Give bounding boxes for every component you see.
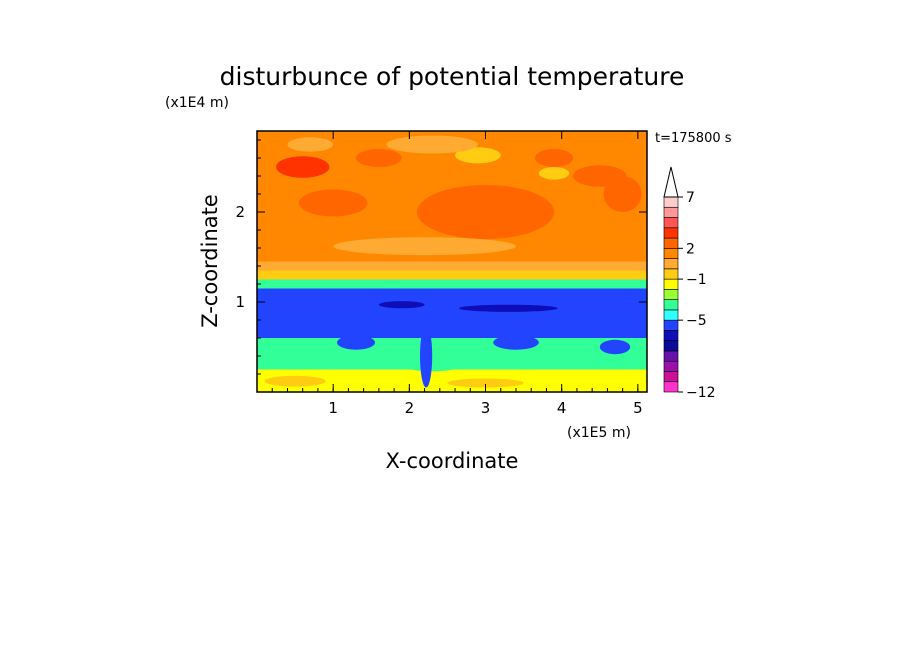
colorbar-swatch bbox=[663, 278, 679, 290]
x-tick-label: 2 bbox=[405, 399, 415, 417]
contour-patch bbox=[287, 137, 334, 152]
contour-patch bbox=[493, 335, 539, 350]
x-axis-label: X-coordinate bbox=[386, 449, 519, 473]
contour-patch bbox=[599, 339, 631, 355]
x-tick-label: 3 bbox=[481, 399, 491, 417]
contour-patch bbox=[455, 147, 501, 164]
contour-band bbox=[257, 369, 647, 392]
contour-patch bbox=[386, 135, 478, 154]
contour-patch bbox=[264, 375, 326, 387]
colorbar: 7 2 −1 −5 −12 bbox=[663, 166, 716, 401]
chart-title: disturbunce of potential temperature bbox=[220, 62, 685, 91]
contour-band bbox=[257, 288, 647, 338]
contour-patch bbox=[276, 156, 330, 178]
colorbar-swatch bbox=[663, 381, 679, 393]
contour-patch bbox=[336, 335, 376, 350]
colorbar-swatch bbox=[663, 319, 679, 331]
x-tick-label: 5 bbox=[633, 399, 643, 417]
contour-band bbox=[257, 270, 647, 280]
contour-patch bbox=[538, 167, 570, 180]
y-tick-label: 1 bbox=[235, 293, 245, 311]
colorbar-swatch bbox=[663, 289, 679, 300]
plot-frame bbox=[256, 130, 648, 393]
colorbar-swatch bbox=[663, 309, 679, 321]
x-tick-label: 1 bbox=[328, 399, 338, 417]
colorbar-swatch bbox=[663, 217, 679, 229]
contour-patch bbox=[458, 304, 558, 312]
colorbar-swatch bbox=[663, 196, 679, 208]
colorbar-swatch bbox=[663, 350, 679, 362]
colorbar-tick-label: 7 bbox=[686, 190, 695, 206]
contour-patch bbox=[394, 349, 471, 372]
contour-band bbox=[257, 279, 647, 289]
contour-patch bbox=[535, 347, 604, 365]
colorbar-tick-label: 2 bbox=[686, 241, 695, 257]
colorbar-tick-label: −12 bbox=[686, 385, 716, 401]
contour-patch bbox=[378, 301, 425, 309]
contour-patch bbox=[535, 149, 574, 167]
y-tick-label: 2 bbox=[235, 203, 245, 221]
colorbar-tick-label: −5 bbox=[686, 313, 707, 329]
y-axis-ticks: 12 bbox=[235, 139, 647, 375]
contour-patch bbox=[298, 189, 368, 217]
plot-area bbox=[257, 131, 647, 392]
contour-patch bbox=[333, 237, 516, 256]
colorbar-swatch bbox=[663, 248, 679, 259]
y-axis-label: Z-coordinate bbox=[198, 194, 222, 328]
colorbar-swatch bbox=[663, 237, 679, 249]
colorbar-overflow-arrow bbox=[663, 166, 679, 198]
colorbar-swatch bbox=[663, 227, 679, 239]
contour-patch bbox=[416, 185, 555, 239]
colorbar-swatch bbox=[663, 299, 679, 311]
contour-patch bbox=[295, 347, 357, 365]
x-tick-label: 4 bbox=[557, 399, 567, 417]
time-label: t=175800 s bbox=[655, 131, 732, 146]
colorbar-swatch bbox=[663, 340, 679, 352]
y-axis-unit: (x1E4 m) bbox=[165, 95, 229, 111]
colorbar-swatch bbox=[663, 371, 679, 383]
colorbar-swatch bbox=[663, 268, 679, 280]
colorbar-swatch bbox=[663, 360, 679, 372]
x-axis-unit: (x1E5 m) bbox=[567, 425, 631, 441]
contour-patch bbox=[420, 324, 433, 388]
colorbar-tick-label: −1 bbox=[686, 272, 707, 288]
colorbar-swatch bbox=[663, 330, 679, 341]
x-axis-ticks: 1 2 3 4 5 bbox=[271, 131, 643, 417]
colorbar-swatch bbox=[663, 258, 679, 270]
colorbar-swatch bbox=[663, 206, 679, 218]
contour-patch bbox=[356, 149, 402, 167]
contour-patch bbox=[603, 176, 642, 212]
contour-band bbox=[257, 261, 647, 271]
contour-patch bbox=[447, 378, 524, 388]
